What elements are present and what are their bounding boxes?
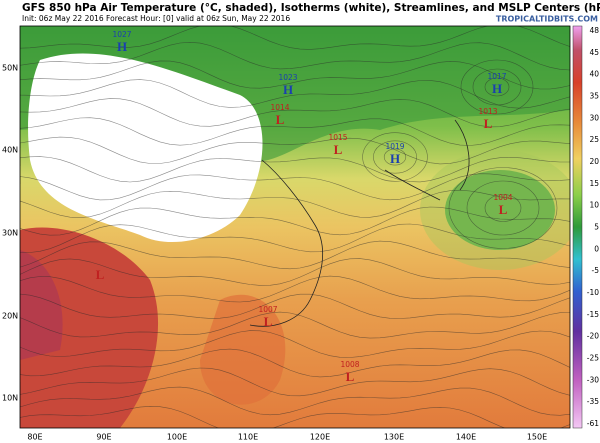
streamline [460, 59, 534, 115]
pressure-center-value: 1013 [478, 107, 497, 116]
longitude-label: 150E [527, 433, 547, 442]
warm-region [200, 294, 286, 405]
pressure-center-value: 1007 [258, 305, 277, 314]
colorbar-label: 30 [589, 113, 599, 122]
pressure-center-letter: L [334, 142, 343, 157]
colorbar-label: -30 [587, 375, 599, 384]
pressure-center-value: 1027 [112, 30, 131, 39]
streamline [20, 136, 570, 165]
pressure-center-value: 1017 [487, 72, 506, 81]
colorbar-label: 15 [589, 179, 599, 188]
longitude-label: 80E [27, 433, 42, 442]
colorbar-label: 48 [589, 26, 599, 35]
streamline [373, 140, 417, 174]
pressure-center-value: 1019 [385, 142, 404, 151]
colorbar-label: -20 [587, 332, 599, 341]
colorbar-label: 20 [589, 157, 599, 166]
streamline [484, 77, 510, 97]
pressure-center-letter: L [346, 369, 355, 384]
streamline [20, 367, 570, 397]
pressure-center-value: 1008 [340, 360, 359, 369]
cool-region [445, 170, 555, 250]
pressure-center-letter: L [96, 267, 105, 282]
pressure-center-letter: H [390, 151, 400, 166]
high-terrain-mask [28, 53, 263, 243]
colorbar-label: -35 [587, 397, 599, 406]
coastline [249, 159, 323, 327]
pressure-center-value: 1004 [493, 193, 512, 202]
streamline [20, 189, 570, 219]
run-info: Init: 06z May 22 2016 Forecast Hour: [0]… [22, 14, 290, 23]
pressure-center-value: 1023 [278, 73, 297, 82]
title: GFS 850 hPa Air Temperature (°C, shaded)… [22, 2, 600, 14]
streamline [362, 132, 428, 182]
streamline [20, 26, 570, 50]
watermark: TROPICALTIDBITS.COM [496, 15, 598, 24]
pressure-center-letter: H [117, 39, 127, 54]
colorbar-label: 35 [589, 92, 599, 101]
longitude-label: 100E [167, 433, 187, 442]
map [20, 26, 570, 428]
streamline [20, 98, 570, 128]
streamline [20, 258, 570, 286]
colorbar-label: 45 [589, 48, 599, 57]
longitude-label: 130E [384, 433, 404, 442]
pressure-center-value: 1014 [270, 103, 289, 112]
pressure-center-letter: L [484, 116, 493, 131]
pressure-center-letter: H [283, 82, 293, 97]
streamline [20, 348, 570, 378]
latitude-label: 30N [2, 229, 18, 238]
streamline [20, 275, 570, 303]
colorbar-label: 0 [594, 244, 599, 253]
streamline [448, 167, 558, 249]
streamline [20, 405, 570, 428]
pressure-center-letter: L [264, 314, 273, 329]
colorbar-label: 10 [589, 201, 599, 210]
streamline [20, 117, 570, 146]
streamline [20, 223, 570, 253]
colorbar-label: -10 [587, 288, 599, 297]
streamline [383, 148, 407, 166]
streamline [20, 206, 570, 236]
streamline [20, 41, 570, 71]
longitude-label: 120E [310, 433, 330, 442]
pressure-center-letter: L [499, 202, 508, 217]
colorbar-label: 5 [594, 223, 599, 232]
map-frame [19, 25, 571, 429]
colorbar-label: 40 [589, 70, 599, 79]
streamline [20, 60, 570, 90]
streamline [484, 194, 522, 222]
streamline [472, 68, 522, 106]
streamline [20, 240, 570, 270]
streamline [20, 293, 570, 319]
colorbar [572, 25, 583, 429]
longitude-label: 140E [456, 433, 476, 442]
pressure-center-value: 1015 [328, 133, 347, 142]
streamline [20, 156, 570, 183]
longitude-label: 90E [96, 433, 111, 442]
streamline [20, 330, 570, 358]
pressure-center-letter: H [492, 81, 502, 96]
colorbar-label: -61 [587, 419, 599, 428]
streamline [466, 180, 540, 236]
pressure-center-letter: L [276, 112, 285, 127]
colorbar-label: -25 [587, 354, 599, 363]
latitude-label: 20N [2, 312, 18, 321]
latitude-label: 10N [2, 394, 18, 403]
streamline [20, 386, 570, 416]
colorbar-label: -15 [587, 310, 599, 319]
streamline [20, 311, 570, 339]
longitude-label: 110E [238, 433, 258, 442]
streamline [20, 173, 570, 201]
colorbar-label: 25 [589, 135, 599, 144]
colorbar-label: -5 [592, 266, 600, 275]
latitude-label: 50N [2, 64, 18, 73]
latitude-label: 40N [2, 146, 18, 155]
